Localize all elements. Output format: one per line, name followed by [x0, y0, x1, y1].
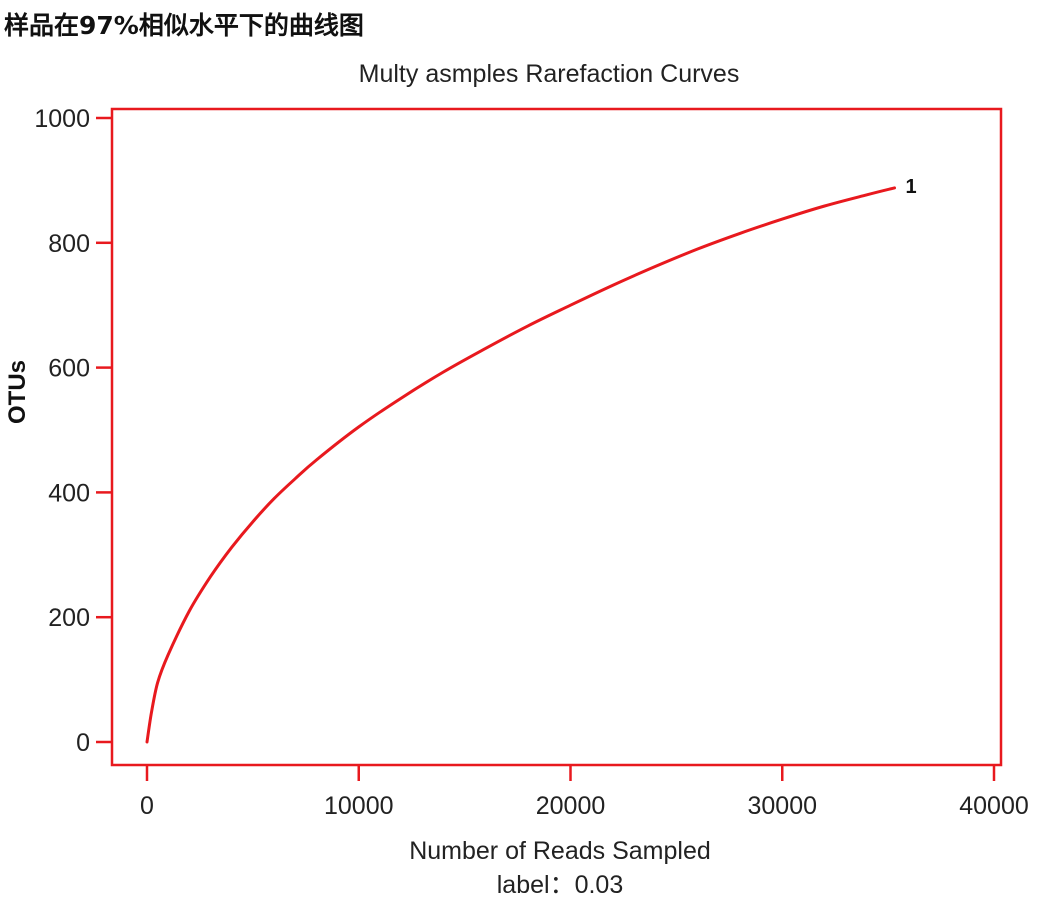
y-tick-label: 400 [48, 479, 90, 507]
x-tick-label: 30000 [747, 792, 817, 820]
y-tick-label: 200 [48, 604, 90, 632]
x-axis-title: Number of Reads Sampled [409, 837, 711, 865]
x-tick-label: 20000 [536, 792, 606, 820]
plot-border [110, 107, 1003, 767]
y-axis-title: OTUs [4, 360, 31, 424]
y-tick-label: 1000 [34, 105, 90, 133]
series-line-1 [145, 186, 896, 744]
y-axis: 0 200 400 600 800 1000 [34, 105, 112, 757]
series-layer: 1 [145, 176, 917, 744]
x-tick-label: 10000 [324, 792, 394, 820]
y-tick-label: 600 [48, 355, 90, 383]
x-tick-label: 0 [140, 792, 154, 820]
chart-title: Multy asmples Rarefaction Curves [359, 60, 740, 88]
x-tick-label: 40000 [959, 792, 1029, 820]
series-label-1: 1 [905, 176, 916, 198]
plot-frame [110, 107, 1003, 767]
x-axis-subtitle: label：0.03 [497, 871, 623, 899]
x-axis: 0 10000 20000 30000 40000 [140, 765, 1029, 820]
page-heading: 样品在97%相似水平下的曲线图 [4, 11, 364, 40]
y-tick-label: 0 [76, 729, 90, 757]
y-tick-label: 800 [48, 230, 90, 258]
